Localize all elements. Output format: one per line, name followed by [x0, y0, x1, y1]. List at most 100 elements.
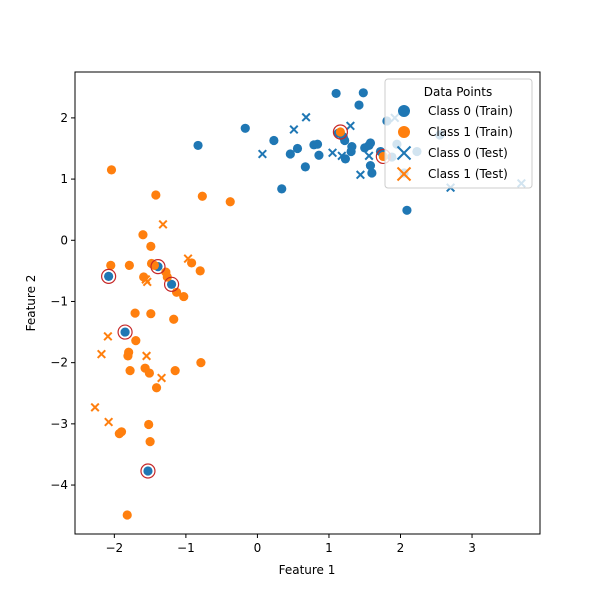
legend: Data Points Class 0 (Train) Class 1 (Trai… — [384, 78, 533, 189]
data-point — [269, 135, 279, 146]
data-point-x — [96, 349, 106, 359]
legend-box — [384, 78, 533, 189]
y-tick-label: 0 — [60, 233, 68, 247]
data-point — [145, 437, 155, 447]
y-tick-label: −4 — [50, 478, 68, 492]
legend-marker-x — [396, 145, 412, 161]
series-class-1-train — [106, 127, 388, 520]
data-point — [138, 230, 148, 240]
y-tick-label: −1 — [50, 294, 68, 308]
data-point — [347, 142, 357, 152]
data-point — [240, 123, 250, 133]
data-point-x — [345, 121, 355, 131]
data-point — [130, 308, 140, 318]
data-point — [300, 162, 310, 172]
highlight-ring — [140, 463, 156, 479]
data-point — [131, 336, 141, 346]
data-point — [106, 260, 116, 270]
data-point — [277, 184, 287, 194]
data-point — [124, 260, 134, 270]
data-point — [196, 358, 206, 368]
data-point — [144, 419, 154, 430]
data-point — [143, 466, 153, 476]
legend-marker-circle — [398, 105, 410, 117]
data-marks — [90, 88, 526, 520]
data-point-x — [328, 148, 338, 158]
y-tick-label: −2 — [50, 356, 68, 370]
data-point-x — [158, 219, 168, 229]
y-tick-label: 2 — [60, 111, 68, 125]
legend-title: Data Points — [424, 85, 493, 99]
data-point — [285, 149, 295, 159]
series-highlight-rings — [101, 124, 391, 479]
data-point — [312, 139, 323, 149]
data-point — [122, 510, 132, 520]
data-point-x — [183, 254, 193, 264]
data-point — [151, 190, 161, 200]
data-point-x — [289, 125, 299, 135]
data-point-x — [157, 373, 167, 383]
x-tick-label: 0 — [254, 541, 262, 555]
data-point-x — [364, 151, 374, 161]
data-point — [365, 138, 376, 148]
data-point — [195, 266, 205, 276]
data-point-x — [103, 331, 113, 341]
data-point — [106, 165, 117, 175]
data-point — [170, 366, 180, 376]
data-point — [146, 241, 156, 251]
highlight-ring — [150, 258, 166, 275]
data-point-x — [90, 402, 100, 412]
data-point — [114, 429, 124, 439]
data-point — [125, 366, 135, 376]
data-point — [331, 88, 341, 99]
data-point — [120, 327, 130, 337]
data-point — [402, 205, 412, 215]
data-point — [171, 287, 182, 297]
data-point — [169, 314, 179, 324]
data-point — [166, 279, 177, 289]
data-point — [151, 383, 162, 393]
legend-item: Class 0 (Test) — [396, 145, 508, 161]
highlight-ring — [101, 268, 117, 284]
y-axis-label: Feature 2 — [24, 275, 38, 332]
data-point — [365, 161, 376, 171]
data-point — [292, 143, 303, 154]
series-class-1-test — [90, 219, 193, 427]
y-tick-label: 1 — [60, 172, 68, 186]
data-point-x — [257, 149, 267, 159]
data-point — [367, 168, 377, 178]
x-tick-label: 3 — [468, 541, 476, 555]
legend-marker-circle — [398, 126, 410, 138]
legend-item: Class 1 (Test) — [396, 166, 508, 182]
data-point — [193, 140, 203, 151]
highlight-ring — [163, 276, 180, 292]
legend-label: Class 1 (Train) — [428, 125, 513, 139]
data-point — [146, 309, 156, 319]
highlight-ring — [332, 124, 349, 140]
data-point-x — [301, 112, 311, 122]
legend-label: Class 1 (Test) — [428, 167, 508, 181]
data-point-x — [337, 151, 347, 161]
data-point — [354, 100, 364, 110]
legend-item: Class 0 (Train) — [398, 104, 513, 118]
data-point-x — [355, 170, 365, 180]
data-point-x — [142, 351, 152, 361]
data-point — [162, 272, 172, 282]
legend-marker-x — [396, 166, 412, 182]
y-axis: −4 −3 −2 −1 0 1 2 — [50, 111, 75, 492]
data-point — [314, 150, 324, 160]
x-axis-label: Feature 1 — [279, 563, 336, 577]
legend-label: Class 0 (Test) — [428, 146, 508, 160]
x-tick-label: 1 — [325, 541, 333, 555]
legend-label: Class 0 (Train) — [428, 104, 513, 118]
legend-item: Class 1 (Train) — [398, 125, 513, 139]
data-point — [144, 368, 154, 378]
data-point — [225, 197, 235, 207]
data-point — [335, 127, 346, 137]
data-point — [197, 191, 207, 201]
x-tick-label: −1 — [177, 541, 195, 555]
data-point-x — [142, 277, 152, 287]
x-axis: −2 −1 0 1 2 3 — [105, 534, 476, 555]
data-point — [104, 271, 114, 281]
